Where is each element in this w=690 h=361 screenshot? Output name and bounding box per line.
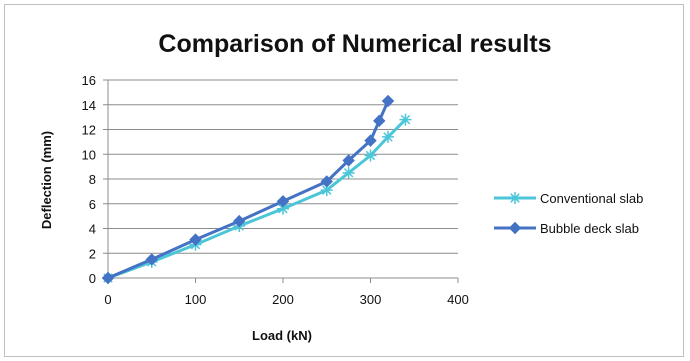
x-tick-label-4: 400 (447, 292, 469, 307)
data-point-0-8 (382, 130, 394, 143)
x-tick-label-2: 200 (272, 292, 294, 307)
axes (107, 80, 459, 283)
legend-item-0: Conventional slab (494, 191, 643, 206)
data-point-1-5 (320, 175, 333, 188)
series-line-1 (107, 100, 390, 280)
data-point-1-7 (364, 134, 377, 147)
gridlines (103, 79, 458, 279)
legend-marker-1 (508, 221, 522, 235)
y-tick-label-4: 8 (89, 172, 96, 187)
x-tick-labels: 0 100 200 300 400 (104, 292, 468, 307)
legend: Conventional slab Bubble deck slab (494, 191, 643, 236)
y-tick-label-6: 12 (82, 123, 96, 138)
x-tick-label-0: 0 (104, 292, 111, 307)
y-tick-label-7: 14 (82, 98, 96, 113)
legend-label-0: Conventional slab (540, 191, 643, 206)
y-axis-label: Deflection (mm) (39, 131, 54, 229)
data-point-0-9 (399, 113, 412, 126)
data-point-0-5 (320, 184, 333, 197)
data-point-0-6 (342, 166, 355, 179)
chart-frame (4, 4, 684, 357)
data-point-1-2 (189, 233, 202, 246)
data-point-0-7 (364, 149, 377, 162)
data-point-1-1 (145, 253, 158, 266)
series-1 (101, 94, 395, 285)
data-point-0-4 (277, 202, 289, 215)
data-point-1-4 (276, 195, 290, 208)
data-point-1-9 (381, 94, 395, 108)
x-tick-label-1: 100 (185, 292, 207, 307)
x-tick-label-3: 300 (360, 292, 382, 307)
data-point-1-8 (373, 114, 386, 128)
y-tick-label-1: 2 (89, 246, 96, 261)
series-line-0 (107, 118, 407, 280)
y-tick-label-0: 0 (89, 271, 96, 286)
legend-marker-0 (509, 192, 521, 204)
y-tick-label-8: 16 (82, 73, 96, 88)
series-layer (101, 94, 412, 285)
data-point-1-6 (342, 154, 355, 167)
legend-item-1: Bubble deck slab (494, 221, 639, 236)
chart-title: Comparison of Numerical results (158, 30, 551, 58)
y-tick-label-2: 4 (89, 222, 96, 237)
y-tick-labels: 0 2 4 6 8 10 12 14 16 (82, 73, 96, 286)
data-point-1-0 (101, 271, 115, 285)
legend-label-1: Bubble deck slab (540, 221, 639, 236)
y-tick-label-3: 6 (89, 197, 96, 212)
x-axis-label: Load (kN) (252, 328, 312, 343)
data-point-1-3 (233, 214, 246, 228)
y-tick-label-5: 10 (82, 147, 96, 162)
